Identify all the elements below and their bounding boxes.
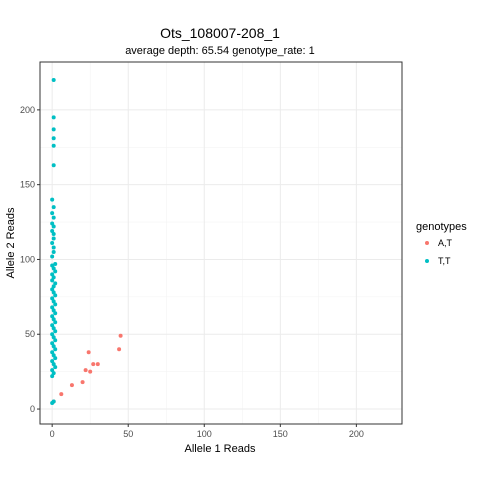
data-point — [50, 401, 55, 406]
data-point — [50, 314, 55, 319]
data-point — [53, 320, 58, 325]
data-point — [51, 115, 56, 120]
data-point — [88, 369, 93, 374]
data-point — [51, 344, 56, 349]
plot-panel-border — [39, 61, 403, 425]
data-point — [51, 249, 56, 254]
y-tick-label: 0 — [30, 404, 35, 414]
data-point — [91, 362, 96, 367]
y-tick-label: 100 — [20, 254, 35, 264]
data-point — [53, 261, 58, 266]
data-point — [51, 163, 56, 168]
x-tick-label: 0 — [50, 429, 55, 439]
data-point — [53, 338, 58, 343]
data-points — [50, 77, 123, 406]
data-point — [51, 308, 56, 313]
data-point — [86, 350, 91, 355]
data-point — [51, 275, 56, 280]
data-point — [50, 211, 55, 216]
x-axis-label: Allele 1 Reads — [185, 443, 256, 455]
legend-items: A,T T,T — [425, 238, 453, 266]
x-tick-label: 50 — [123, 429, 133, 439]
data-point — [51, 127, 56, 132]
legend-title: genotypes — [416, 221, 467, 233]
data-point — [51, 143, 56, 148]
data-point — [51, 136, 56, 141]
data-point — [50, 278, 55, 283]
legend-key — [425, 259, 429, 263]
data-point — [50, 341, 55, 346]
y-tick-label: 200 — [20, 105, 35, 115]
y-tick-label: 150 — [20, 180, 35, 190]
data-point — [53, 356, 58, 361]
legend-key — [425, 241, 429, 245]
data-point — [50, 374, 55, 379]
data-point — [83, 368, 88, 373]
grid — [40, 62, 402, 424]
data-point — [51, 317, 56, 322]
legend: genotypes A,T T,T — [416, 221, 467, 266]
y-tick-label: 50 — [25, 329, 35, 339]
data-point — [51, 335, 56, 340]
data-point — [51, 245, 56, 250]
legend-label: T,T — [438, 256, 451, 266]
data-point — [117, 347, 122, 352]
data-point — [51, 299, 56, 304]
data-point — [59, 392, 64, 397]
data-point — [69, 383, 74, 388]
x-tick-label: 200 — [349, 429, 364, 439]
data-point — [50, 323, 55, 328]
data-point — [51, 284, 56, 289]
data-point — [53, 329, 58, 334]
data-point — [53, 269, 58, 274]
data-point — [50, 229, 55, 234]
data-point — [80, 380, 85, 385]
data-point — [53, 293, 58, 298]
data-point — [50, 359, 55, 364]
data-point — [50, 350, 55, 355]
data-point — [50, 305, 55, 310]
data-point — [50, 241, 55, 245]
data-point — [53, 302, 58, 307]
data-point — [51, 266, 56, 271]
data-point — [50, 332, 55, 337]
data-point — [53, 365, 58, 370]
data-point — [53, 347, 58, 352]
data-point — [50, 272, 55, 277]
data-point — [51, 362, 56, 367]
data-point — [51, 224, 56, 229]
legend-label: A,T — [438, 238, 453, 248]
data-point — [118, 333, 123, 338]
data-point — [50, 197, 55, 202]
data-point — [50, 254, 55, 259]
data-point — [95, 362, 100, 367]
axis-ticks: 0 50 100 150 200 0 50 100 150 200 — [20, 105, 364, 439]
data-point — [51, 326, 56, 331]
chart-title: Ots_108007-208_1 — [160, 25, 280, 41]
data-point — [50, 287, 55, 292]
data-point — [51, 290, 56, 295]
data-point — [50, 296, 55, 301]
x-tick-label: 100 — [197, 429, 212, 439]
x-tick-label: 150 — [273, 429, 288, 439]
data-point — [51, 77, 56, 82]
data-point — [50, 368, 55, 373]
data-point — [53, 281, 58, 286]
data-point — [51, 236, 56, 241]
chart-subtitle: average depth: 65.54 genotype_rate: 1 — [125, 45, 315, 57]
data-point — [51, 205, 56, 210]
data-point — [50, 263, 55, 268]
data-point — [50, 221, 55, 226]
data-point — [51, 215, 56, 220]
y-axis-label: Allele 2 Reads — [5, 207, 17, 278]
data-point — [51, 371, 56, 376]
data-point — [51, 232, 56, 237]
data-point — [53, 311, 58, 316]
data-point — [51, 353, 56, 358]
